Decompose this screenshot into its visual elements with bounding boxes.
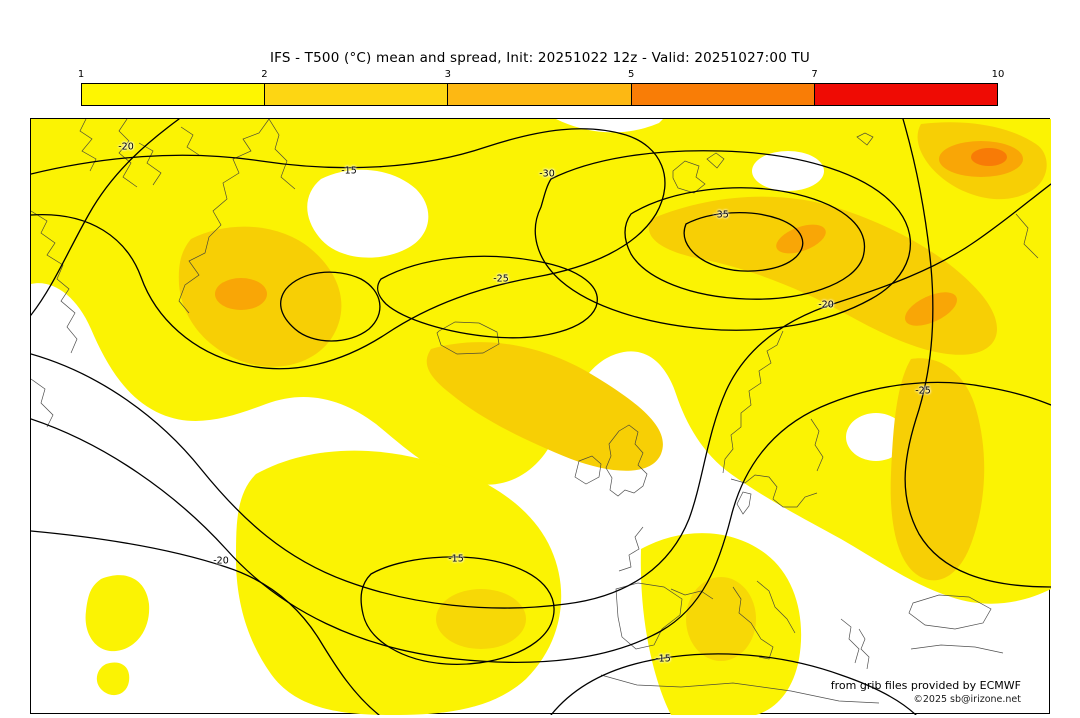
contour-line [683, 212, 804, 272]
colorbar-segment [814, 84, 998, 105]
contour-label: -15 [448, 553, 464, 565]
contour-label: -25 [493, 273, 509, 285]
contour-line [31, 128, 666, 370]
colorbar-tick-label: 1 [77, 69, 85, 80]
attribution-copyright: ©2025 sb@irizone.net [913, 694, 1021, 705]
contour-label: -35 [713, 209, 729, 221]
colorbar-segment [265, 84, 449, 105]
contour-line [280, 271, 381, 342]
colorbar-tick-label: 5 [628, 69, 635, 80]
chart-title: IFS - T500 (°C) mean and spread, Init: 2… [269, 50, 811, 66]
contour-line [376, 255, 598, 339]
contour-label: -15 [655, 653, 671, 665]
map: -20 -15 -30 -25 -35 -20 -25 -15 -20 -15 from grib… [30, 118, 1051, 715]
contour-line [360, 556, 555, 666]
contour-line [31, 530, 380, 715]
contour-label: -20 [118, 141, 134, 153]
weather-map-canvas [31, 119, 1051, 715]
spread-fill-layer [31, 119, 1051, 715]
contour-label: -20 [213, 555, 229, 567]
attribution-ecmwf: from grib files provided by ECMWF [830, 679, 1021, 692]
colorbar-segment [82, 84, 266, 105]
contour-label: -30 [539, 168, 555, 180]
contour-label: -15 [341, 165, 357, 177]
contour-line [534, 150, 912, 331]
contour-line [902, 119, 1051, 588]
coastline-layer [31, 119, 1039, 704]
colorbar-ticks: 1 2 3 5 7 10 [77, 69, 1005, 83]
contour-layer [31, 119, 1051, 715]
contour-labels: -20 -15 -30 -25 -35 -20 -25 -15 -20 -15 [31, 119, 1049, 713]
contour-line [31, 183, 1051, 609]
colorbar-tick-label: 3 [444, 69, 451, 80]
colorbar-tick-label: 2 [261, 69, 268, 80]
colorbar-segment [631, 84, 815, 105]
colorbar-tick-label: 7 [811, 69, 818, 80]
contour-line [550, 653, 917, 715]
contour-label: -20 [818, 299, 834, 311]
colorbar: 1 2 3 5 7 10 [77, 69, 1005, 106]
contour-line [624, 187, 866, 300]
contour-line [31, 119, 180, 316]
colorbar-tick-label: 10 [991, 69, 1005, 80]
attribution: from grib files provided by ECMWF ©2025 … [831, 679, 1021, 705]
colorbar-segment [448, 84, 632, 105]
contour-line [31, 381, 1051, 663]
colorbar-segments [81, 83, 998, 106]
contour-label: -25 [915, 385, 931, 397]
